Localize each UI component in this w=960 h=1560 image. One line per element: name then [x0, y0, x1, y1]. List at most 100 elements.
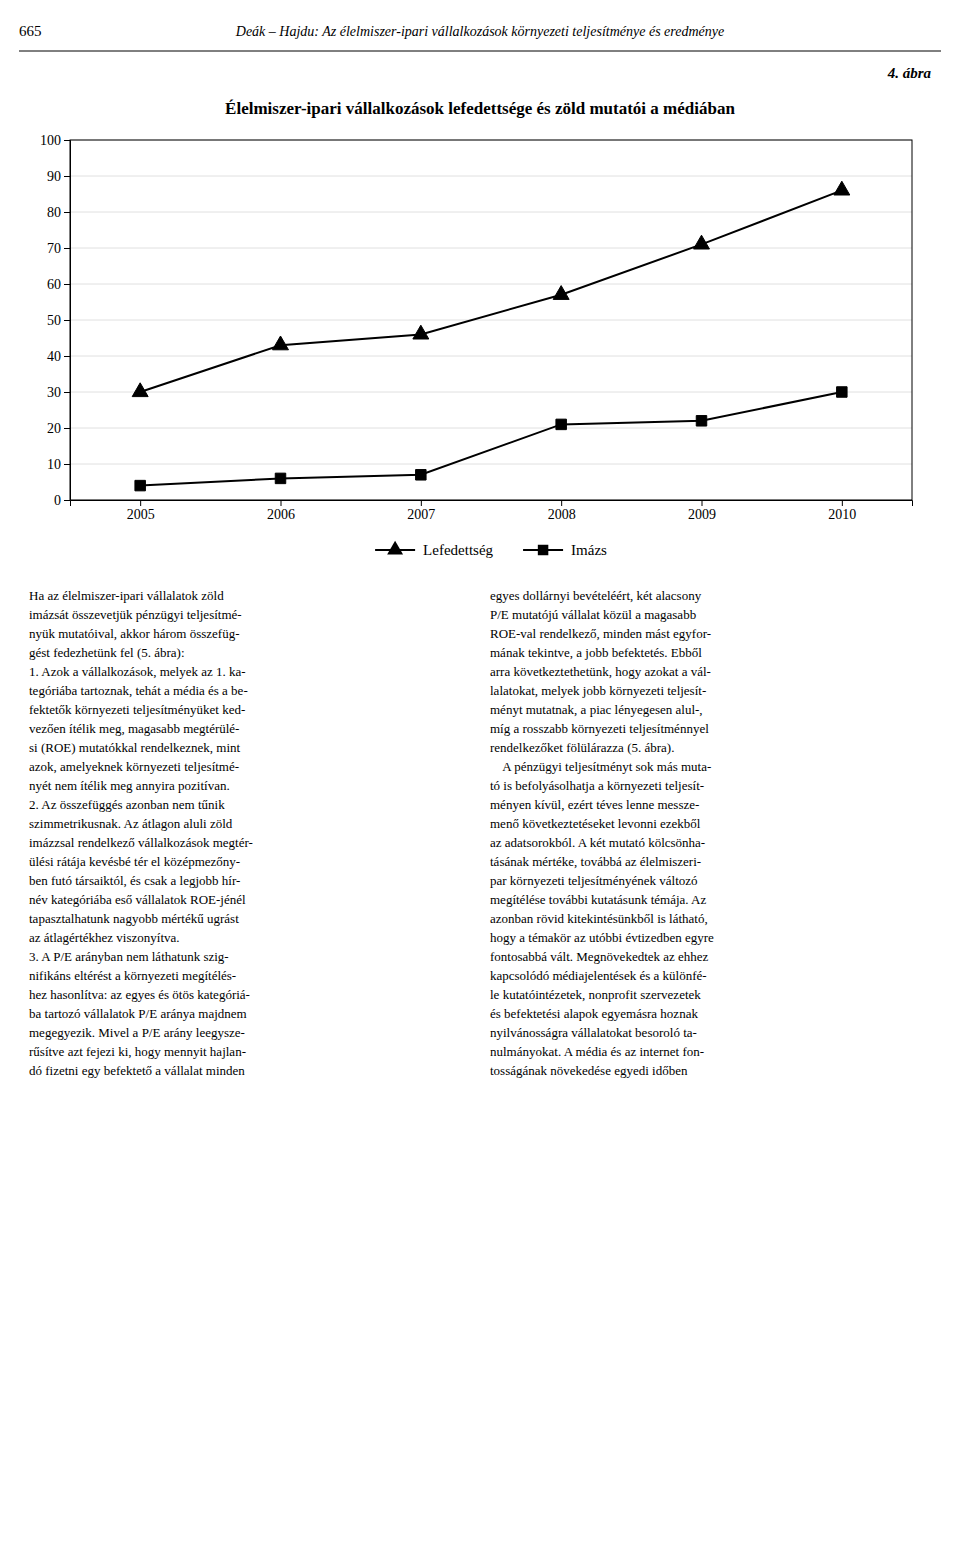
- tick-mark: [64, 212, 70, 213]
- series-marker: [273, 336, 289, 350]
- body-text: Ha az élelmiszer-ipari vállalatok zöld im…: [29, 588, 253, 1078]
- tick-label: 40: [47, 349, 61, 364]
- body-line: rűsítve azt fejezi ki, hogy mennyit hajl…: [29, 1044, 246, 1059]
- body-line: A pénzügyi teljesítményt sok más muta-: [490, 759, 711, 774]
- tick-label: 100: [40, 133, 61, 148]
- series-marker: [416, 470, 426, 480]
- axis-line: [71, 501, 913, 507]
- body-line: és befektetési alapok egyemásra hoznak: [490, 1006, 698, 1021]
- tick-mark: [421, 500, 422, 506]
- legend-symbol: [387, 541, 403, 555]
- tick: 70: [47, 241, 70, 256]
- body-line: kapcsolódó médiajelentések és a különfé-: [490, 968, 707, 983]
- tick-label: 2005: [127, 507, 155, 522]
- body-line: rendelkezőket fölülárazza (5. ábra).: [490, 740, 674, 755]
- series-marker: [694, 235, 710, 249]
- body-line: szimmetrikusnak. Az átlagon aluli zöld: [29, 816, 233, 831]
- tick-mark: [64, 500, 70, 501]
- body-line: P/E mutatójú vállalat közül a magasabb: [490, 607, 696, 622]
- grid-line: [70, 248, 912, 249]
- body-line: imázsát összevetjük pénzügyi teljesítmé-: [29, 607, 242, 622]
- tick-mark: [64, 428, 70, 429]
- tick: 50: [47, 313, 70, 328]
- body-line: Ha az élelmiszer-ipari vállalatok zöld: [29, 588, 224, 603]
- series: [132, 181, 850, 396]
- tick-label: 2010: [828, 507, 856, 522]
- tick-label: 0: [54, 493, 61, 508]
- tick-label: 2007: [407, 507, 435, 522]
- grid-line: [70, 176, 912, 177]
- body-line: si (ROE) mutatókkal rendelkeznek, mint: [29, 740, 241, 755]
- series-marker: [132, 383, 148, 397]
- tick-mark: [64, 464, 70, 465]
- body-line: 3. A P/E arányban nem láthatunk szig-: [29, 949, 229, 964]
- body-line: hez hasonlítva: az egyes és ötös kategór…: [29, 987, 250, 1002]
- series-group: [132, 181, 850, 491]
- body-line: egyes dollárnyi bevételéért, két alacson…: [490, 588, 702, 603]
- legend-symbol: [538, 545, 548, 555]
- tick: 90: [47, 169, 70, 184]
- tick-label: 80: [47, 205, 61, 220]
- series-marker: [834, 181, 850, 195]
- series: [135, 387, 847, 491]
- tick: 0: [54, 493, 70, 508]
- tick: 20: [47, 421, 70, 436]
- tick: 2006: [267, 500, 295, 522]
- body-line: név kategóriába eső vállalatok ROE-jénél: [29, 892, 246, 907]
- body-line: tosságának növekedése egyedi időben: [490, 1063, 688, 1078]
- body-line: ményen kívül, ezért téves lenne messze-: [490, 797, 699, 812]
- tick: 2009: [688, 500, 716, 522]
- series-marker: [135, 480, 145, 490]
- tick-mark: [64, 140, 70, 141]
- grid-line: [70, 320, 912, 321]
- tick-mark: [64, 320, 70, 321]
- tick: 100: [40, 133, 70, 148]
- legend: Lefedettség Imázs: [375, 541, 607, 558]
- body-line: gést fedezhetünk fel (5. ábra):: [29, 645, 185, 660]
- body-line: azok, amelyeknek környezeti teljesítmé-: [29, 759, 239, 774]
- tick-label: 90: [47, 169, 61, 184]
- tick-label: 2006: [267, 507, 295, 522]
- legend-item: Imázs: [523, 542, 607, 558]
- tick: 60: [47, 277, 70, 292]
- tick: 80: [47, 205, 70, 220]
- tick-mark: [281, 500, 282, 506]
- body-line: tó is befolyásolhatja a környezeti telje…: [490, 778, 704, 793]
- body-line: fektetők környezeti teljesítményüket ked…: [29, 702, 245, 717]
- grid-line: [70, 356, 912, 357]
- body-line: ba tartozó vállalatok P/E aránya majdnem: [29, 1006, 247, 1021]
- body-line: par környezeti teljesítményének változó: [490, 873, 698, 888]
- body-line: tapasztalhatunk nagyobb mértékű ugrást: [29, 911, 239, 926]
- y-axis: 0102030405060708090100: [40, 133, 71, 508]
- tick-label: 30: [47, 385, 61, 400]
- body-line: dó fizetni egy befektető a vállalat mind…: [29, 1063, 245, 1078]
- series-marker: [837, 387, 847, 397]
- body-line: azonban rövid kitekintésünkből is láthat…: [490, 911, 708, 926]
- body-line: ülési rátája kevésbé tér el középmezőny-: [29, 854, 240, 869]
- series-marker: [696, 416, 706, 426]
- body-line: hogy a témakör az utóbbi évtizedben egyr…: [490, 930, 714, 945]
- legend-label: Lefedettség: [423, 542, 493, 558]
- grid: [70, 140, 912, 500]
- body-line: lalatokat, melyek jobb környezeti teljes…: [490, 683, 706, 698]
- body-line: nyük mutatóival, akkor három összefüg-: [29, 626, 239, 641]
- tick-mark: [64, 284, 70, 285]
- series-marker: [556, 419, 566, 429]
- tick-label: 70: [47, 241, 61, 256]
- body-line: nyilvánosságra vállalatokat besoroló ta-: [490, 1025, 697, 1040]
- tick-mark: [140, 500, 141, 506]
- body-line: nifikáns eltérést a környezeti megítélés…: [29, 968, 236, 983]
- body-line: 1. Azok a vállalkozások, melyek az 1. ka…: [29, 664, 246, 679]
- tick-mark: [561, 500, 562, 506]
- body-line: megegyezik. Mivel a P/E arány leegysze-: [29, 1025, 245, 1040]
- x-axis: 2005 2006 2007 2008 2009 2010: [71, 500, 913, 522]
- page: 665Deák – Hajdu: Az élelmiszer-ipari vál…: [0, 0, 960, 1560]
- figure-label: 4. ábra: [887, 65, 932, 81]
- tick-mark: [702, 500, 703, 506]
- body-line: menő következtetéseket levonni ezekből: [490, 816, 701, 831]
- chart-title: Élelmiszer-ipari vállalkozások lefedetts…: [225, 99, 735, 118]
- tick: 2008: [548, 500, 576, 522]
- body-line: tegóriába tartoznak, tehát a média és a …: [29, 683, 248, 698]
- body-line: nyét nem ítélik meg annyira pozitívan.: [29, 778, 230, 793]
- tick-label: 2009: [688, 507, 716, 522]
